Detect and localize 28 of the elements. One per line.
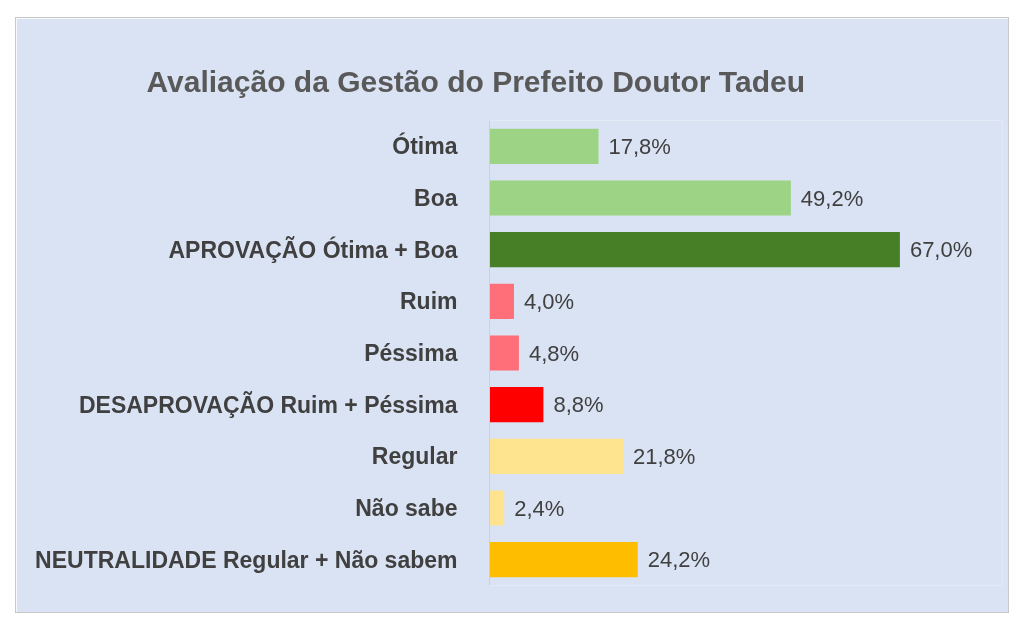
bar [489,438,624,474]
bar [489,128,599,164]
bar [489,490,505,526]
bar [489,283,514,319]
data-label: 4,0% [524,288,575,314]
y-tick-label: Péssima [364,340,458,366]
data-label: 67,0% [909,237,973,263]
y-tick-label: Boa [414,185,458,211]
bar [489,542,638,578]
chart-title: Avaliação da Gestão do Prefeito Doutor Tadeu [146,64,805,98]
data-label: 2,4% [514,495,565,521]
bar [489,180,791,216]
y-tick-label: Não sabe [355,495,458,521]
bar [489,335,519,371]
data-label: 4,8% [528,340,580,366]
data-label: 24,2% [647,547,711,573]
y-tick-label: Ruim [400,288,458,315]
data-label: 21,8% [633,443,696,469]
y-tick-label: APROVAÇÃO Ótima + Boa [168,235,458,263]
bar [489,232,900,268]
data-label: 17,8% [608,133,671,159]
y-tick-label: DESAPROVAÇÃO Ruim + Péssima [78,390,458,418]
y-tick-label: NEUTRALIDADE Regular + Não sabem [35,546,458,573]
data-label: 49,2% [800,185,864,211]
bar [489,387,544,423]
data-label: 8,8% [553,392,604,418]
y-tick-label: Ótima [392,132,458,160]
y-tick-label: Regular [371,443,458,470]
